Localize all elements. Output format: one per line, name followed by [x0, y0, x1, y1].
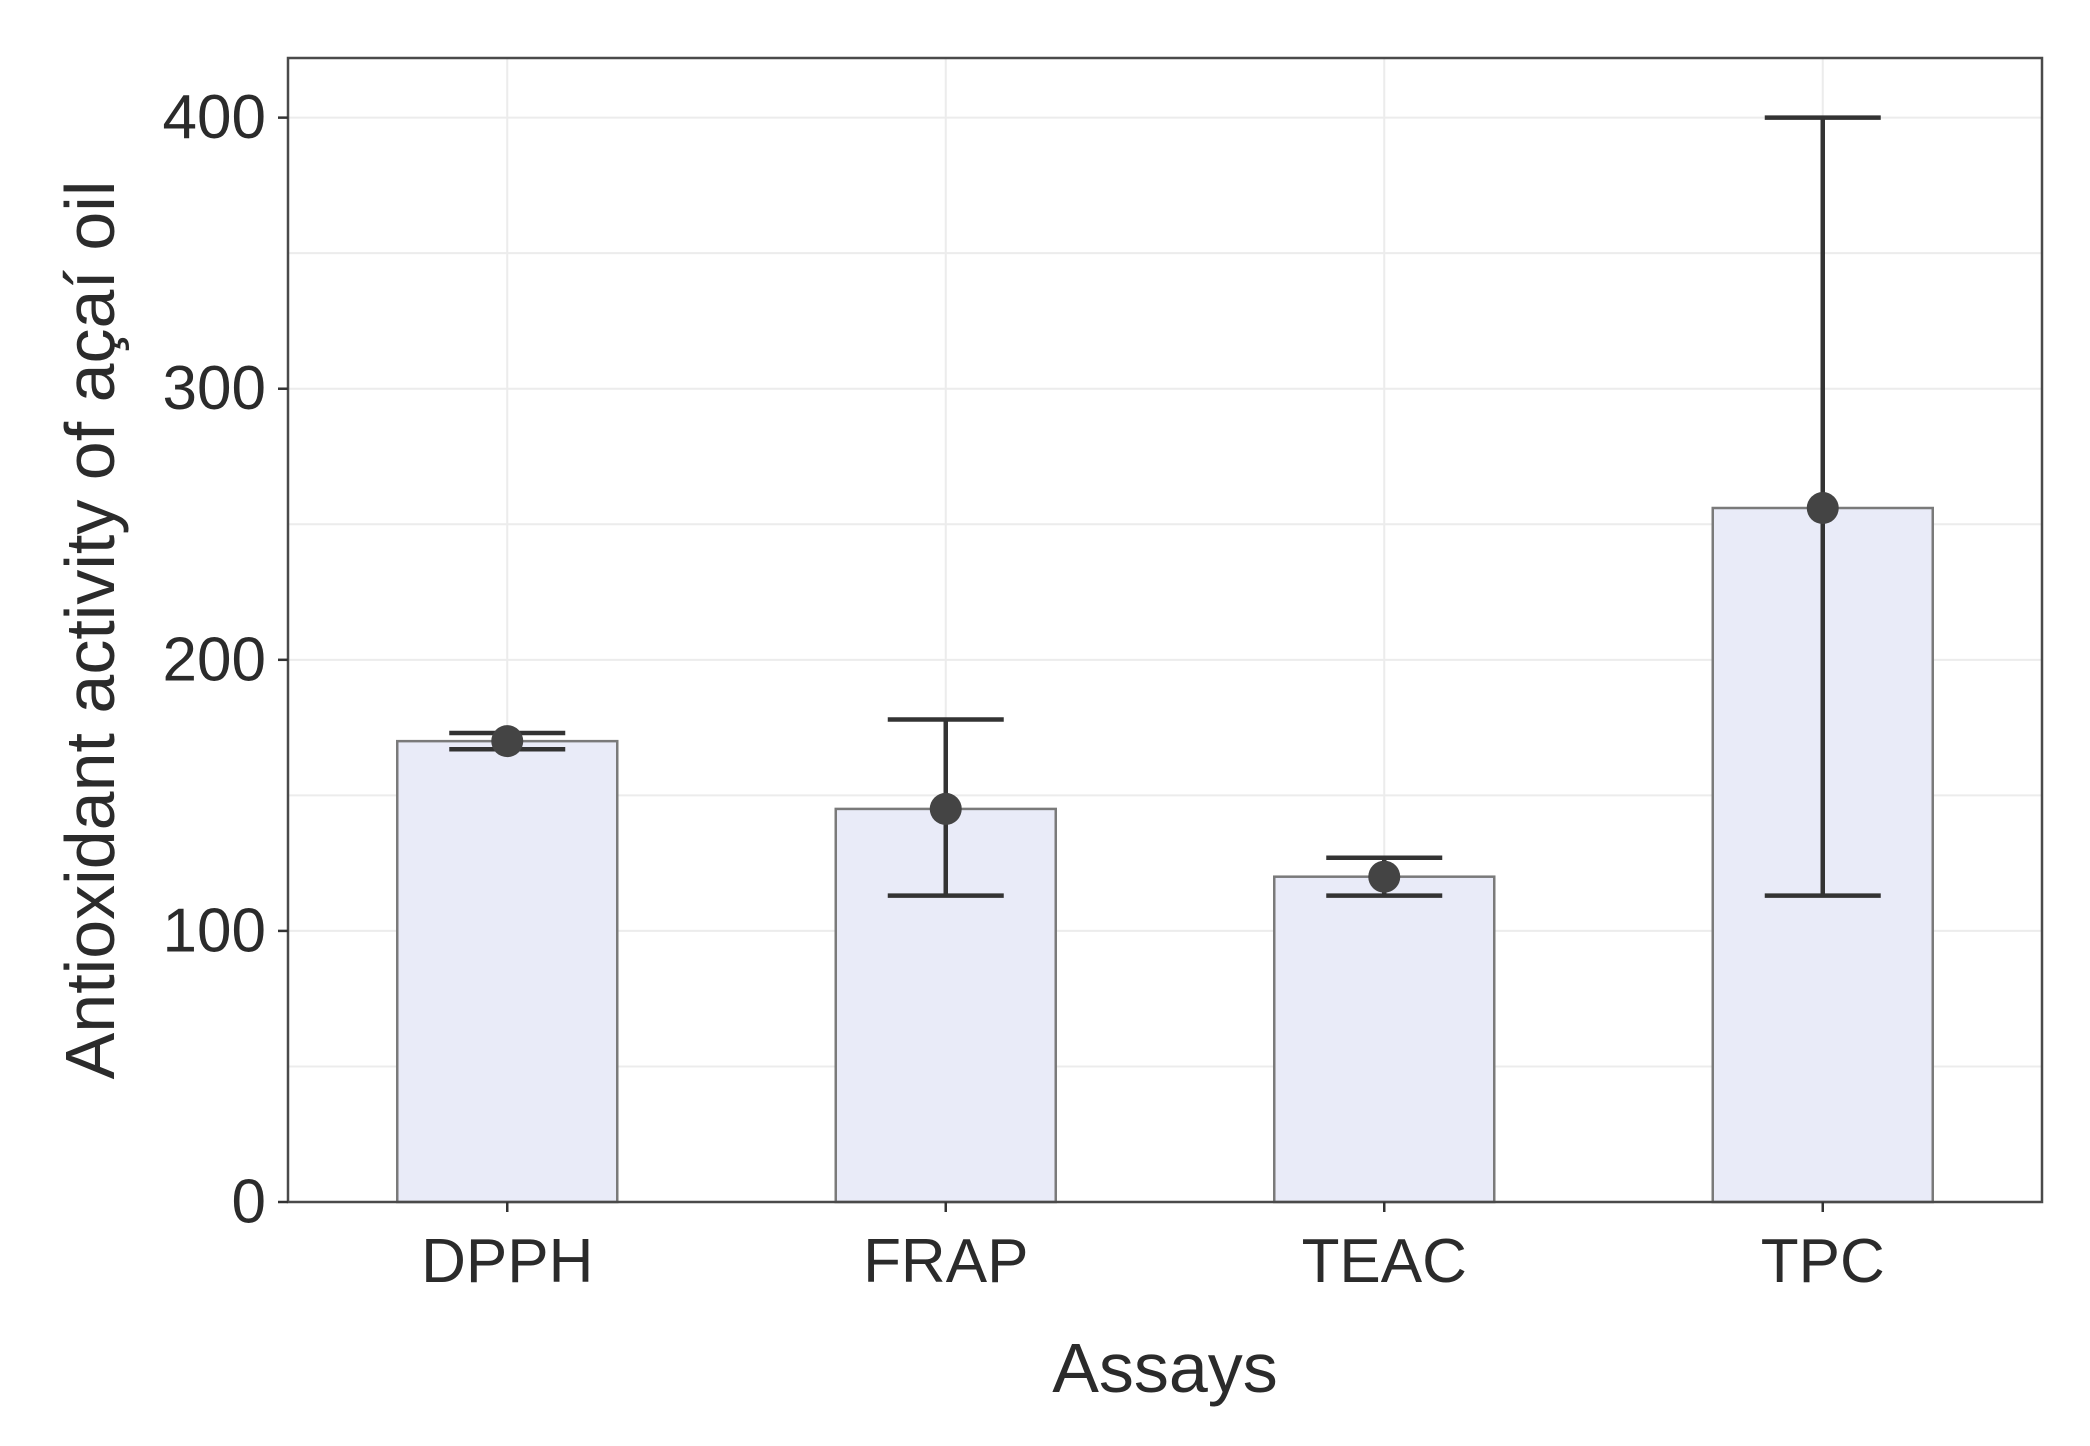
- y-tick-label: 0: [232, 1168, 266, 1237]
- y-tick-label: 300: [163, 354, 266, 423]
- mean-point-tpc: [1806, 492, 1839, 525]
- x-tick-label-dpph: DPPH: [421, 1227, 593, 1296]
- y-tick-label: 100: [163, 896, 266, 965]
- x-tick-label-teac: TEAC: [1302, 1227, 1467, 1296]
- y-tick-label: 400: [163, 83, 266, 152]
- mean-point-frap: [929, 792, 962, 825]
- plot-panel-border: [286, 56, 2044, 1204]
- y-axis-ticks: 0 100 200 300 400: [163, 83, 288, 1237]
- mean-point-dpph: [491, 725, 524, 758]
- y-tick-label: 200: [163, 625, 266, 694]
- error-bars: [449, 115, 1881, 898]
- bars: [396, 506, 1934, 1204]
- x-tick-label-tpc: TPC: [1761, 1227, 1885, 1296]
- bar-teac: [1273, 875, 1496, 1204]
- x-axis-title: Assays: [1052, 1329, 1278, 1407]
- x-tick-label-frap: FRAP: [863, 1227, 1028, 1296]
- mean-points: [491, 492, 1839, 893]
- bar-dpph: [396, 739, 619, 1204]
- x-axis-ticks: DPPH FRAP TEAC TPC: [421, 1202, 1885, 1296]
- y-axis-title: Antioxidant activity of açaí oil: [51, 181, 129, 1080]
- mean-point-teac: [1368, 860, 1401, 893]
